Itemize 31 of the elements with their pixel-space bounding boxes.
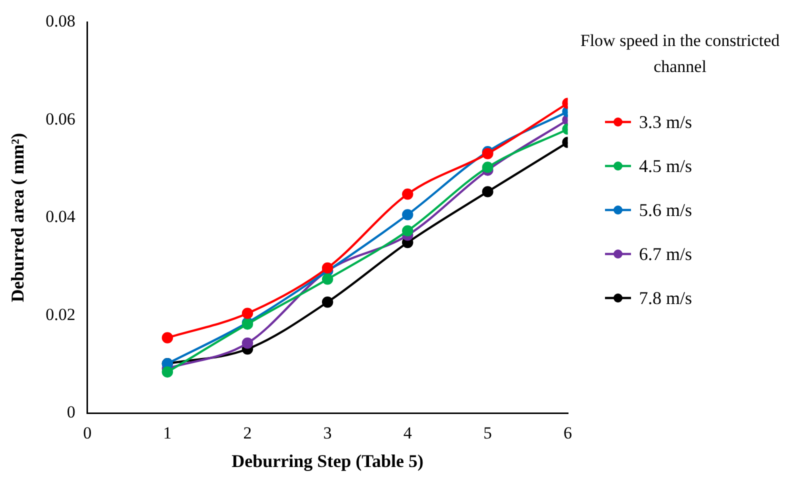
point [402,209,414,220]
x-tick-label: 4 [403,424,412,443]
y-tick-label: 0.04 [46,207,76,226]
point [402,188,414,200]
legend-label: 6.7 m/s [639,244,692,264]
point [242,308,254,319]
point [402,225,414,236]
y-tick-label: 0 [66,402,76,422]
x-axis-title: Deburring Step (Table 5) [232,450,424,471]
x-tick-label: 1 [163,424,172,443]
point [242,338,254,349]
point [482,162,494,173]
x-tick-label: 2 [243,424,252,443]
legend-label: 7.8 m/s [639,288,692,308]
y-axis-title: Deburred area ( mm²) [7,133,28,302]
legend-label: 4.5 m/s [639,156,692,176]
point [162,332,174,344]
legend-label: 3.3 m/s [639,112,692,132]
point [482,186,494,198]
point [322,274,334,285]
point [322,296,334,308]
x-tick-label: 6 [564,424,572,443]
legend-label: 5.6 m/s [639,200,692,220]
point [162,366,174,378]
x-tick-label: 5 [483,424,492,443]
x-tick-label: 3 [323,424,332,443]
legend-title: Flow speed in the constricted channel [579,30,781,78]
y-tick-label: 0.02 [46,304,76,324]
y-tick-label: 0.08 [46,12,76,31]
y-tick-label: 0.06 [46,109,76,128]
x-tick-label: 0 [83,424,92,443]
